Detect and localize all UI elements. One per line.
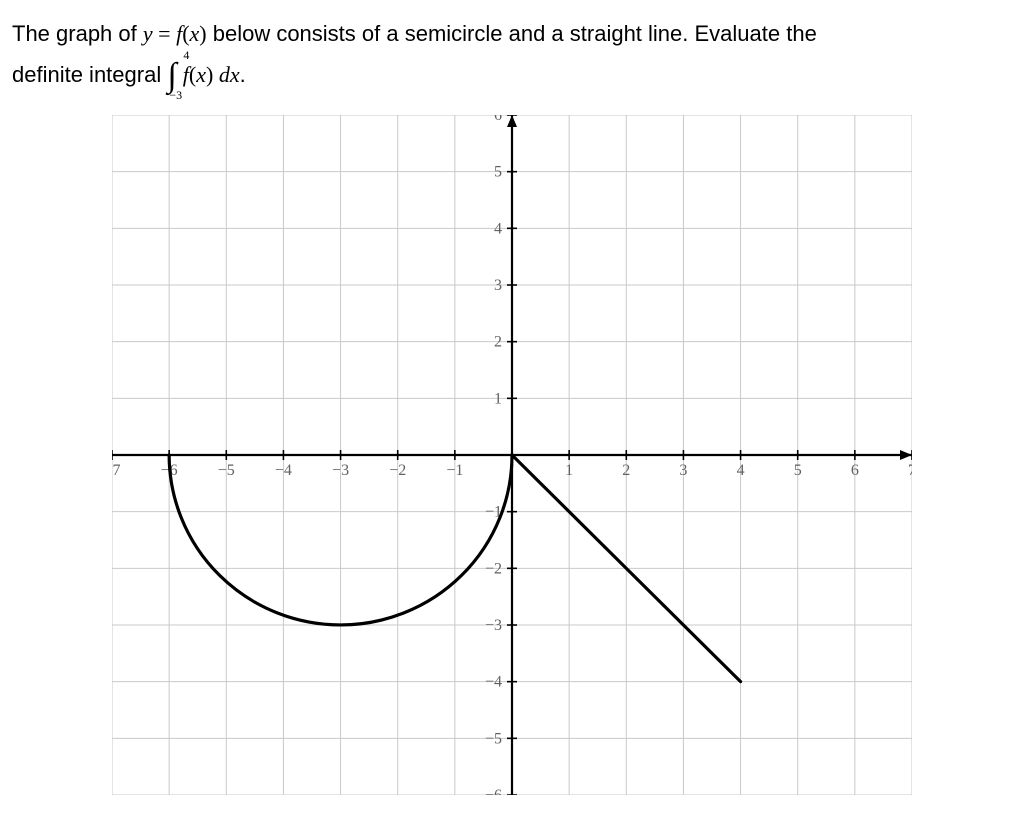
svg-text:2: 2 [494, 334, 502, 351]
svg-text:3: 3 [679, 462, 687, 479]
svg-text:−3: −3 [332, 462, 349, 479]
svg-text:4: 4 [737, 462, 745, 479]
svg-text:−2: −2 [485, 561, 502, 578]
svg-text:6: 6 [494, 115, 502, 124]
function-chart: −7−6−5−4−3−2−11234567−6−5−4−3−2−1123456 [112, 115, 912, 795]
svg-text:−3: −3 [485, 617, 502, 634]
integral-lower: −3 [169, 89, 182, 101]
intg-dx-x: x [230, 62, 240, 87]
eq-equals: = [153, 21, 176, 46]
integral-upper: 4 [183, 49, 189, 61]
intg-pc: ) [206, 62, 219, 87]
problem-statement: The graph of y = f(x) below consists of … [12, 14, 1012, 95]
svg-text:−2: −2 [389, 462, 406, 479]
svg-text:5: 5 [794, 462, 802, 479]
svg-text:−5: −5 [218, 462, 235, 479]
eq-lhs: y [143, 21, 153, 46]
svg-text:4: 4 [494, 221, 502, 238]
period: . [240, 62, 246, 87]
svg-text:−6: −6 [485, 787, 502, 795]
svg-text:7: 7 [908, 462, 912, 479]
intg-d: d [219, 62, 230, 87]
intg-x: x [196, 62, 206, 87]
svg-text:−5: −5 [485, 731, 502, 748]
eq-x: x [190, 21, 200, 46]
svg-text:2: 2 [622, 462, 630, 479]
svg-text:−4: −4 [275, 462, 292, 479]
text-post: below consists of a semicircle and a str… [207, 21, 817, 46]
text-pre-2: definite integral [12, 62, 167, 87]
svg-text:6: 6 [851, 462, 859, 479]
svg-text:1: 1 [565, 462, 573, 479]
integral: 4 ∫ −3 [167, 59, 176, 93]
svg-text:3: 3 [494, 277, 502, 294]
eq-pc: ) [199, 21, 206, 46]
problem-line-1: The graph of y = f(x) below consists of … [12, 14, 1012, 55]
svg-text:−1: −1 [446, 462, 463, 479]
problem-line-2: definite integral 4 ∫ −3 f(x) dx. [12, 55, 1012, 96]
svg-text:1: 1 [494, 391, 502, 408]
text-pre: The graph of [12, 21, 143, 46]
chart-container: −7−6−5−4−3−2−11234567−6−5−4−3−2−1123456 [112, 115, 1012, 800]
svg-text:−4: −4 [485, 674, 502, 691]
eq-po: ( [182, 21, 189, 46]
svg-text:5: 5 [494, 164, 502, 181]
svg-text:−7: −7 [112, 462, 121, 479]
